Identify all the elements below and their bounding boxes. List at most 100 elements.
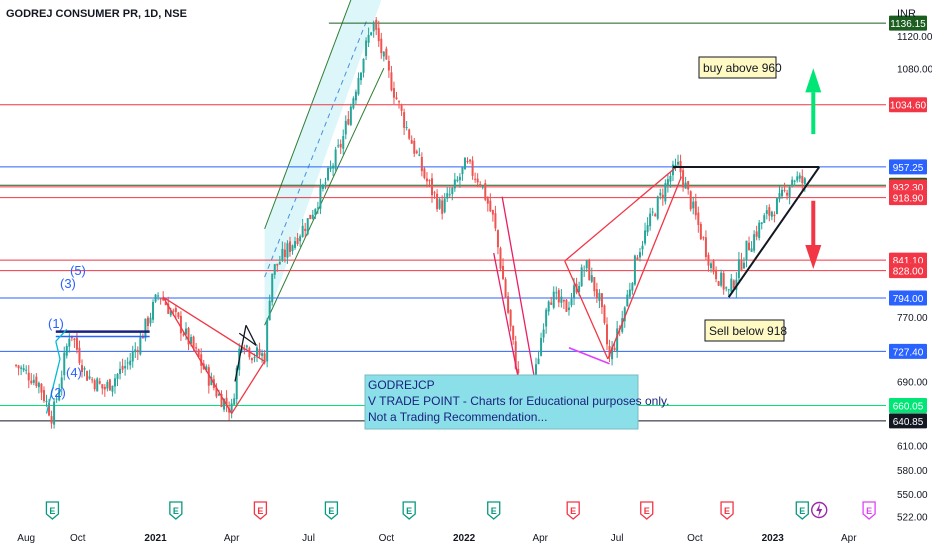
rising-wedge-base (564, 260, 609, 360)
earnings-glyph: E (406, 506, 412, 516)
candle-body (321, 184, 324, 189)
candle (372, 20, 375, 38)
candle (608, 339, 611, 362)
price-badge-label: 932.30 (893, 183, 924, 194)
candle-body (420, 156, 423, 172)
candle (162, 291, 165, 302)
candle-body (644, 230, 647, 244)
candle-body (758, 222, 761, 238)
earnings-event-icon[interactable] (45, 501, 60, 520)
candle (410, 135, 413, 144)
earnings-event-icon[interactable] (566, 501, 580, 520)
candle-body (684, 182, 687, 189)
candle-body (367, 34, 370, 43)
candle (40, 383, 43, 401)
candle-body (327, 168, 330, 180)
candle (273, 263, 276, 279)
candle (91, 377, 94, 384)
candle-body (400, 105, 403, 111)
earnings-event-icon[interactable] (402, 501, 416, 520)
candle-body (583, 270, 586, 272)
candle-body (438, 199, 441, 209)
earnings-event-icon[interactable] (795, 501, 809, 520)
candle-body (235, 367, 238, 400)
candle (687, 180, 690, 195)
earnings-event-icon[interactable] (324, 501, 339, 520)
candle (425, 172, 428, 188)
earnings-glyph: E (644, 506, 650, 516)
earnings-glyph: E (328, 506, 334, 516)
candle-body (704, 237, 707, 258)
candle-body (517, 368, 520, 374)
candle-body (81, 365, 84, 373)
candle-body (403, 112, 406, 128)
candle (370, 31, 373, 36)
candle (296, 232, 299, 247)
candle (770, 210, 773, 221)
price-badge-label: 727.40 (893, 347, 924, 358)
candle-body (390, 72, 393, 91)
candle-body (332, 165, 335, 169)
candle-body (512, 325, 515, 340)
candle (507, 292, 510, 315)
candle-body (585, 260, 588, 269)
x-tick-label: 2021 (144, 533, 167, 544)
candle-body (233, 398, 236, 405)
earnings-event-icon[interactable] (253, 501, 268, 520)
candle-body (316, 207, 319, 209)
earnings-event-icon[interactable] (862, 501, 876, 520)
candle (469, 158, 472, 164)
candle (504, 277, 507, 299)
candle (783, 182, 786, 193)
candle-body (119, 368, 122, 375)
earnings-event-icon[interactable] (487, 501, 501, 520)
price-badge (889, 263, 927, 279)
candle (537, 350, 540, 365)
candle-body (106, 381, 109, 389)
candle-body (570, 298, 573, 306)
candle (101, 384, 104, 395)
candle-body (626, 294, 629, 307)
candle (261, 349, 264, 363)
candle (233, 393, 236, 406)
candle-body (256, 347, 259, 357)
triangle-left (162, 296, 233, 414)
candle-body (68, 338, 71, 347)
candle (266, 318, 269, 368)
candle-body (770, 211, 773, 217)
candle-body (699, 223, 702, 240)
candle (763, 213, 766, 224)
earnings-event-icon[interactable] (640, 501, 654, 520)
candle (337, 139, 340, 148)
earnings-event-icon[interactable] (169, 501, 183, 520)
candle-body (474, 178, 477, 180)
candle-body (722, 273, 725, 290)
candle-body (192, 336, 195, 349)
candle (304, 222, 307, 238)
earnings-event-icon[interactable] (720, 501, 734, 520)
candle (177, 311, 180, 320)
candle-body (337, 145, 340, 147)
candle (788, 185, 791, 205)
candle (392, 81, 395, 105)
candle (768, 204, 771, 222)
x-tick-label: Jul (611, 533, 624, 544)
candle-body (712, 260, 715, 273)
candle (732, 279, 735, 290)
candle-body (425, 178, 428, 182)
candle (413, 138, 416, 157)
candle (37, 381, 40, 394)
candle-body (273, 264, 276, 275)
candle-body (606, 324, 609, 345)
candle (207, 364, 210, 394)
candle-body (63, 352, 66, 376)
candle-body (354, 91, 357, 101)
candle (53, 398, 56, 429)
candle-body (646, 225, 649, 233)
candle (225, 390, 228, 413)
candle (268, 294, 271, 321)
candle (715, 266, 718, 283)
candle (463, 156, 466, 170)
y-tick-label: 610.00 (897, 442, 928, 453)
